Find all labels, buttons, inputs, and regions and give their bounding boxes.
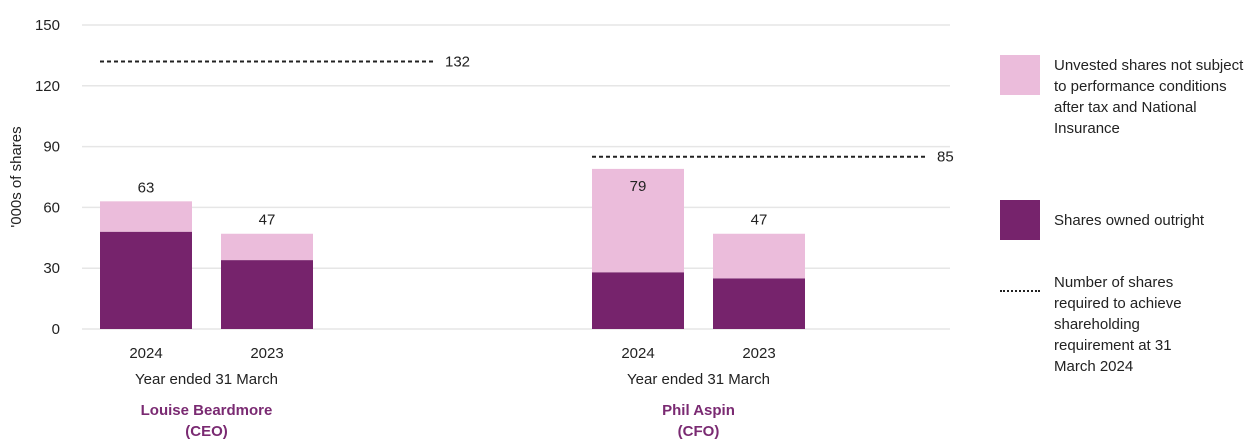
bar-unvested (100, 201, 192, 232)
legend-swatch-owned (1000, 200, 1040, 240)
legend-label-owned: Shares owned outright (1054, 212, 1205, 229)
y-axis-label: '000s of shares (8, 126, 25, 227)
y-tick-label: 30 (43, 260, 60, 277)
legend-item-requirement: Number of shares required to achieve sha… (1000, 272, 1214, 377)
bar-owned (100, 231, 192, 329)
bar-owned (713, 278, 805, 329)
x-tick-label: 2023 (250, 345, 283, 362)
bar-owned (592, 272, 684, 329)
legend-item-owned: Shares owned outright (1000, 200, 1248, 240)
bar-total-label: 47 (259, 212, 276, 229)
requirement-label: 85 (937, 149, 954, 166)
legend-item-unvested: Unvested shares not subject to performan… (1000, 55, 1248, 139)
requirement-label: 132 (445, 53, 470, 70)
bar-unvested (221, 233, 313, 261)
shareholding-chart: 0 30 60 90 120 150 '000s of shares 63 2024 47 2023… (8, 17, 954, 440)
y-tick-label: 0 (52, 321, 60, 338)
group-role: (CFO) (678, 423, 720, 440)
chart-legend: Unvested shares not subject to performan… (1000, 0, 1248, 440)
y-tick-label: 60 (43, 199, 60, 216)
y-tick-label: 90 (43, 139, 60, 156)
bar-owned (221, 260, 313, 329)
legend-label-unvested: Unvested shares not subject to performan… (1054, 57, 1244, 137)
bar-unvested (592, 168, 684, 273)
x-tick-label: 2024 (129, 345, 162, 362)
x-axis-label: Year ended 31 March (627, 371, 770, 388)
bar-unvested (713, 233, 805, 279)
bar-total-label: 79 (630, 178, 647, 195)
bar-total-label: 63 (138, 179, 155, 196)
group-name: Phil Aspin (662, 402, 735, 419)
x-tick-label: 2024 (621, 345, 654, 362)
x-tick-label: 2023 (742, 345, 775, 362)
legend-dash-requirement (1000, 290, 1040, 292)
y-tick-label: 150 (35, 17, 60, 34)
y-tick-label: 120 (35, 78, 60, 95)
legend-label-requirement: Number of shares required to achieve sha… (1054, 274, 1182, 375)
bar-total-label: 47 (751, 212, 768, 229)
group-role: (CEO) (185, 423, 228, 440)
x-axis-label: Year ended 31 March (135, 371, 278, 388)
legend-swatch-unvested (1000, 55, 1040, 95)
group-name: Louise Beardmore (141, 402, 273, 419)
